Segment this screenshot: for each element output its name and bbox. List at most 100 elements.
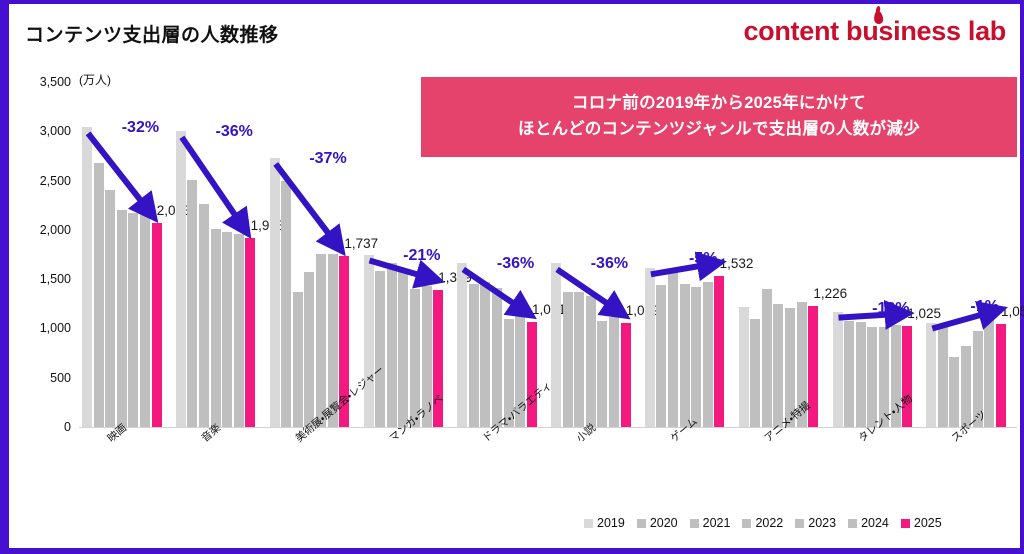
bar-アニメ・特撮-2022[interactable] <box>773 303 784 427</box>
bar-タレント・人物-2024[interactable] <box>890 324 901 427</box>
change-label-スポーツ: -1% <box>970 297 999 315</box>
bar-ドラマ・バラエティ-2021[interactable] <box>480 282 491 427</box>
bar-映画-2025[interactable] <box>151 222 162 427</box>
bar-スポーツ-2024[interactable] <box>984 318 995 427</box>
bar-小説-2022[interactable] <box>585 295 596 427</box>
bar-映画-2020[interactable] <box>93 162 104 427</box>
bar-小説-2023[interactable] <box>597 320 608 427</box>
y-axis-tick-label: 2,000 <box>39 222 71 237</box>
bar-アニメ・特撮-2023[interactable] <box>785 307 796 427</box>
change-label-美術展・展覧会・レジャー: -37% <box>309 149 347 167</box>
bar-美術展・展覧会・レジャー-2025[interactable] <box>339 255 350 427</box>
bar-美術展・展覧会・レジャー-2022[interactable] <box>304 272 315 427</box>
legend-item-2022[interactable]: 2022 <box>742 516 783 530</box>
bar-小説-2019[interactable] <box>551 263 562 427</box>
page-title: コンテンツ支出層の人数推移 <box>25 25 279 46</box>
callout-line-2: ほとんどのコンテンツジャンルで支出層の人数が減少 <box>518 120 920 138</box>
legend-item-2024[interactable]: 2024 <box>848 516 889 530</box>
bar-小説-2024[interactable] <box>609 316 620 427</box>
bar-マンガ・ラノベ-2024[interactable] <box>421 286 432 427</box>
value-label-2025-アニメ・特撮: 1,226 <box>813 286 848 302</box>
bar-スポーツ-2025[interactable] <box>995 323 1006 427</box>
callout-line-1: コロナ前の2019年から2025年にかけて <box>571 94 867 113</box>
bar-音楽-2022[interactable] <box>210 228 221 427</box>
legend-label: 2019 <box>597 516 625 530</box>
legend-item-2020[interactable]: 2020 <box>636 516 678 530</box>
bar-ゲーム-2023[interactable] <box>691 287 702 427</box>
bar-ドラマ・バラエティ-2019[interactable] <box>457 263 468 427</box>
bar-小説-2025[interactable] <box>620 322 631 427</box>
bar-スポーツ-2020[interactable] <box>937 325 948 427</box>
bar-音楽-2019[interactable] <box>175 131 186 427</box>
change-label-ゲーム: -5% <box>688 249 718 267</box>
bar-美術展・展覧会・レジャー-2021[interactable] <box>292 291 303 427</box>
bar-タレント・人物-2023[interactable] <box>878 327 889 427</box>
bar-アニメ・特撮-2024[interactable] <box>796 301 807 427</box>
bar-ゲーム-2025[interactable] <box>714 276 725 427</box>
bar-タレント・人物-2020[interactable] <box>844 320 855 427</box>
bar-音楽-2021[interactable] <box>199 204 210 427</box>
legend-item-2019[interactable]: 2019 <box>584 516 625 530</box>
bar-映画-2022[interactable] <box>116 210 127 427</box>
bar-マンガ・ラノベ-2025[interactable] <box>433 290 444 427</box>
bar-タレント・人物-2025[interactable] <box>902 325 913 427</box>
bar-アニメ・特撮-2021[interactable] <box>761 289 772 427</box>
bar-group <box>551 82 631 427</box>
bar-ゲーム-2022[interactable] <box>679 284 690 427</box>
bar-映画-2021[interactable] <box>105 190 116 427</box>
bar-美術展・展覧会・レジャー-2023[interactable] <box>316 253 327 427</box>
bar-タレント・人物-2021[interactable] <box>855 321 866 427</box>
bar-アニメ・特撮-2020[interactable] <box>750 318 761 427</box>
bar-マンガ・ラノベ-2019[interactable] <box>363 254 374 427</box>
bar-ドラマ・バラエティ-2025[interactable] <box>526 322 537 427</box>
legend-item-2021[interactable]: 2021 <box>689 516 730 530</box>
bar-マンガ・ラノベ-2020[interactable] <box>375 271 386 427</box>
bar-音楽-2023[interactable] <box>222 231 233 427</box>
bar-小説-2020[interactable] <box>562 291 573 427</box>
legend-swatch-icon <box>900 518 910 528</box>
bar-マンガ・ラノベ-2023[interactable] <box>409 289 420 427</box>
bar-スポーツ-2021[interactable] <box>949 357 960 427</box>
bar-マンガ・ラノベ-2022[interactable] <box>398 270 409 427</box>
bar-スポーツ-2023[interactable] <box>972 331 983 427</box>
bar-ドラマ・バラエティ-2020[interactable] <box>468 284 479 427</box>
legend-item-2025[interactable]: 2025 <box>900 516 942 530</box>
bar-タレント・人物-2022[interactable] <box>867 327 878 427</box>
bar-ドラマ・バラエティ-2022[interactable] <box>492 288 503 427</box>
bar-美術展・展覧会・レジャー-2020[interactable] <box>281 180 292 427</box>
bar-小説-2021[interactable] <box>574 291 585 427</box>
bar-タレント・人物-2019[interactable] <box>832 311 843 427</box>
bar-音楽-2024[interactable] <box>233 233 244 427</box>
bar-映画-2023[interactable] <box>128 213 139 427</box>
y-axis-tick-label: 1,000 <box>39 321 71 336</box>
bar-スポーツ-2019[interactable] <box>926 322 937 427</box>
bar-映画-2024[interactable] <box>140 214 151 427</box>
legend-swatch-icon <box>689 518 699 528</box>
bar-スポーツ-2022[interactable] <box>961 346 972 427</box>
bar-ドラマ・バラエティ-2024[interactable] <box>515 313 526 427</box>
bar-音楽-2020[interactable] <box>187 179 198 427</box>
bar-美術展・展覧会・レジャー-2024[interactable] <box>327 254 338 427</box>
callout-banner: コロナ前の2019年から2025年にかけて ほとんどのコンテンツジャンルで支出層… <box>421 77 1017 157</box>
change-label-マンガ・ラノベ: -21% <box>403 246 441 264</box>
bar-音楽-2025[interactable] <box>245 237 256 427</box>
legend-swatch-icon <box>795 518 805 528</box>
bar-アニメ・特撮-2019[interactable] <box>738 306 749 427</box>
bar-ドラマ・バラエティ-2023[interactable] <box>503 318 514 427</box>
bar-美術展・展覧会・レジャー-2019[interactable] <box>269 157 280 427</box>
legend-item-2023[interactable]: 2023 <box>795 516 836 530</box>
bar-ゲーム-2024[interactable] <box>702 282 713 427</box>
bar-マンガ・ラノベ-2021[interactable] <box>386 263 397 427</box>
y-axis: 3,500 3,000 2,500 2,000 1,500 1,000 500 0 <box>9 4 71 554</box>
bar-ゲーム-2020[interactable] <box>656 285 667 427</box>
bar-アニメ・特撮-2025[interactable] <box>808 306 819 427</box>
bar-group <box>926 82 1006 427</box>
legend-swatch-icon <box>848 518 858 528</box>
value-label-2025-ゲーム: 1,532 <box>719 255 754 271</box>
bar-ゲーム-2019[interactable] <box>644 268 655 427</box>
bar-ゲーム-2021[interactable] <box>668 272 679 427</box>
bar-group <box>832 82 913 427</box>
change-label-小説: -36% <box>590 255 629 273</box>
bar-映画-2019[interactable] <box>82 127 93 427</box>
